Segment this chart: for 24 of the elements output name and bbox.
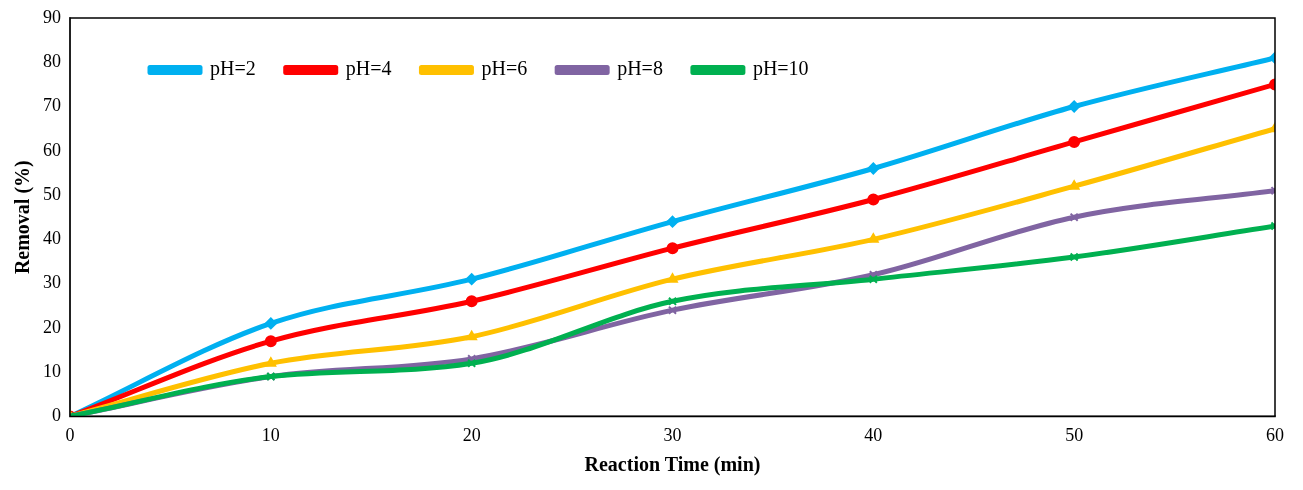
- x-tick-label: 30: [663, 424, 682, 445]
- x-tick-label: 0: [65, 424, 75, 445]
- legend-label: pH=10: [752, 57, 809, 81]
- legend-label: pH=6: [481, 57, 528, 81]
- x-tick-label: 60: [1266, 424, 1284, 445]
- x-tick-label: 20: [462, 424, 481, 445]
- y-tick-label: 0: [52, 405, 61, 426]
- legend-label: pH=8: [617, 57, 663, 81]
- x-axis-title: Reaction Time (min): [584, 453, 761, 477]
- x-tick-label: 40: [864, 424, 883, 445]
- x-tick-label: 10: [261, 424, 280, 445]
- y-tick-label: 40: [43, 228, 61, 249]
- y-tick-label: 30: [43, 272, 61, 293]
- legend-label: pH=2: [210, 57, 256, 81]
- y-tick-label: 80: [43, 51, 61, 71]
- y-tick-label: 20: [43, 316, 61, 337]
- y-tick-label: 60: [43, 139, 61, 160]
- legend-label: pH=4: [345, 57, 392, 81]
- y-tick-label: 50: [43, 183, 61, 204]
- y-tick-label: 70: [43, 95, 61, 116]
- y-tick-label: 10: [43, 360, 61, 381]
- y-axis-title: Removal (%): [11, 160, 35, 275]
- x-tick-label: 50: [1065, 424, 1084, 445]
- y-tick-label: 90: [43, 6, 61, 27]
